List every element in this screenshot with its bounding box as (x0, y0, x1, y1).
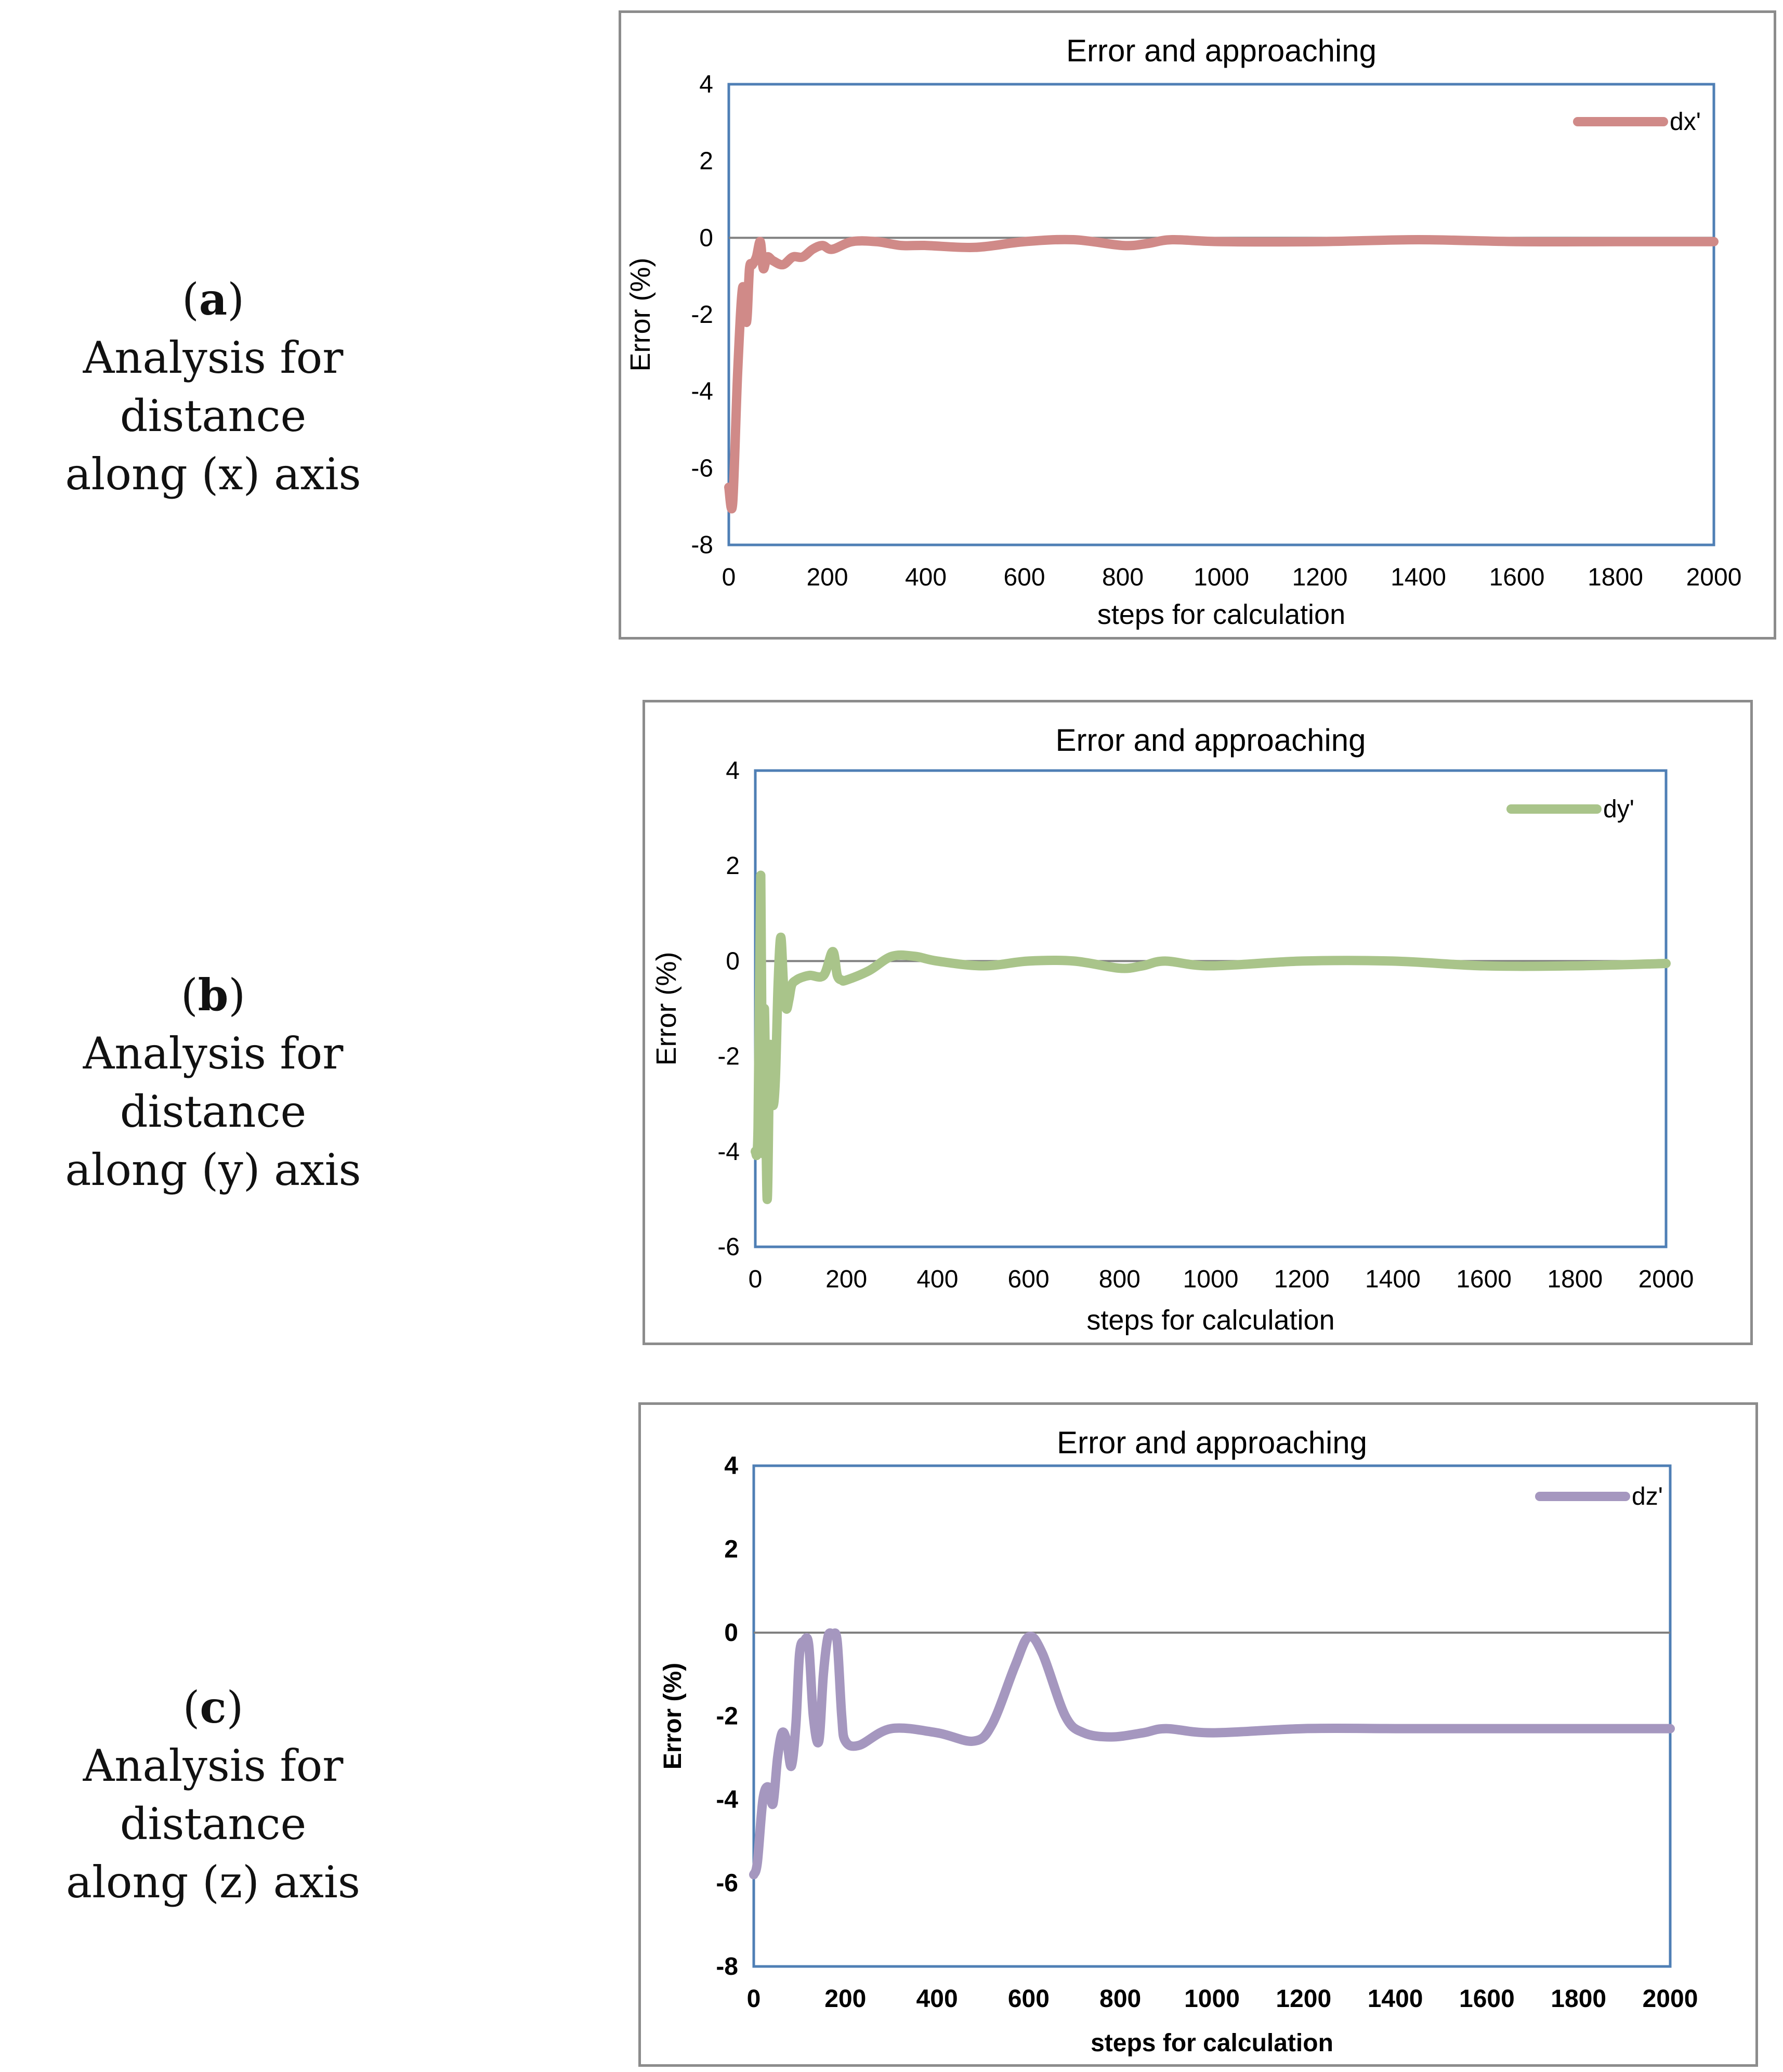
x-tick-label: 1600 (1459, 1985, 1515, 2013)
plot-area (752, 1464, 1672, 1968)
caption-a-line2: along (x) axis (65, 449, 361, 500)
x-tick-label: 800 (1099, 1985, 1141, 2013)
x-tick-label: 600 (1008, 1266, 1050, 1293)
series-line (751, 870, 1671, 1204)
chart-title: Error and approaching (1066, 33, 1376, 68)
x-tick-label: 1800 (1588, 564, 1643, 591)
x-tick-label: 400 (916, 1266, 958, 1293)
y-tick-label: 0 (724, 1619, 738, 1647)
x-tick-label: 800 (1102, 564, 1144, 591)
y-axis-label: Error (%) (659, 1663, 687, 1769)
x-tick-label: 1600 (1456, 1266, 1512, 1293)
x-tick-label: 2000 (1643, 1985, 1698, 2013)
y-tick-label: -8 (691, 531, 713, 559)
x-tick-label: 1800 (1551, 1985, 1606, 2013)
x-tick-label: 1200 (1274, 1266, 1330, 1293)
caption-b: (b) Analysis for distance along (y) axis (0, 966, 426, 1199)
x-tick-label: 1000 (1194, 564, 1249, 591)
y-tick-label: 2 (699, 148, 713, 175)
legend-label: dz' (1632, 1483, 1663, 1510)
chart-title: Error and approaching (1057, 1425, 1367, 1460)
y-tick-label: 0 (699, 224, 713, 252)
y-tick-label: -8 (716, 1953, 738, 1980)
x-axis-label: steps for calculation (1091, 2029, 1333, 2057)
x-axis-label: steps for calculation (1097, 599, 1345, 630)
x-tick-label: 1400 (1368, 1985, 1423, 2013)
x-tick-label: 1000 (1184, 1985, 1240, 2013)
x-tick-label: 400 (905, 564, 947, 591)
legend-label: dy' (1603, 796, 1634, 823)
caption-c-line2: along (z) axis (65, 1857, 360, 1908)
caption-c-line1: Analysis for distance (83, 1740, 344, 1849)
x-tick-label: 800 (1099, 1266, 1140, 1293)
y-tick-label: 4 (724, 1452, 738, 1480)
x-axis-label: steps for calculation (1086, 1305, 1334, 1336)
x-tick-label: 1400 (1365, 1266, 1421, 1293)
y-tick-label: -6 (717, 1233, 740, 1261)
x-tick-label: 200 (825, 1266, 867, 1293)
x-tick-label: 0 (747, 1985, 761, 2013)
y-axis-label: Error (%) (625, 258, 656, 372)
x-tick-label: 1600 (1489, 564, 1545, 591)
y-tick-label: 2 (724, 1536, 738, 1563)
x-tick-label: 200 (806, 564, 848, 591)
y-tick-label: 4 (726, 757, 740, 785)
legend-label: dx' (1670, 108, 1701, 136)
x-tick-label: 600 (1008, 1985, 1050, 2013)
y-tick-label: -6 (716, 1870, 738, 1897)
caption-b-line2: along (y) axis (65, 1144, 361, 1195)
y-tick-label: 0 (726, 947, 740, 975)
caption-b-line1: Analysis for distance (83, 1028, 344, 1137)
y-tick-label: -4 (716, 1786, 738, 1814)
x-tick-label: 2000 (1638, 1266, 1694, 1293)
x-tick-label: 2000 (1686, 564, 1742, 591)
y-tick-label: -4 (717, 1138, 740, 1166)
series-line (749, 1628, 1675, 1880)
x-tick-label: 0 (722, 564, 736, 591)
x-tick-label: 1800 (1547, 1266, 1603, 1293)
caption-a-letter: (a) (182, 273, 244, 325)
series-line (724, 234, 1719, 514)
y-tick-label: -2 (716, 1703, 738, 1730)
y-tick-label: -2 (717, 1043, 740, 1071)
x-tick-label: 600 (1003, 564, 1045, 591)
caption-c-letter: (c) (182, 1682, 244, 1733)
y-axis-label: Error (%) (651, 952, 682, 1066)
caption-a: (a) Analysis for distance along (x) axis (0, 270, 426, 503)
y-tick-label: -4 (691, 378, 713, 406)
y-tick-label: 4 (699, 71, 713, 98)
y-tick-label: -6 (691, 454, 713, 482)
chart-title: Error and approaching (1055, 723, 1366, 758)
chart-frame-a (619, 10, 1776, 640)
x-tick-label: 1000 (1183, 1266, 1239, 1293)
x-tick-label: 1200 (1292, 564, 1348, 591)
y-tick-label: -2 (691, 301, 713, 329)
caption-a-line1: Analysis for distance (83, 332, 344, 441)
x-tick-label: 1400 (1391, 564, 1446, 591)
caption-b-letter: (b) (180, 969, 246, 1021)
x-tick-label: 200 (824, 1985, 866, 2013)
plot-area (727, 83, 1715, 546)
y-tick-label: 2 (726, 852, 740, 880)
caption-c: (c) Analysis for distance along (z) axis (0, 1678, 426, 1911)
x-tick-label: 400 (916, 1985, 958, 2013)
x-tick-label: 1200 (1276, 1985, 1331, 2013)
x-tick-label: 0 (749, 1266, 763, 1293)
